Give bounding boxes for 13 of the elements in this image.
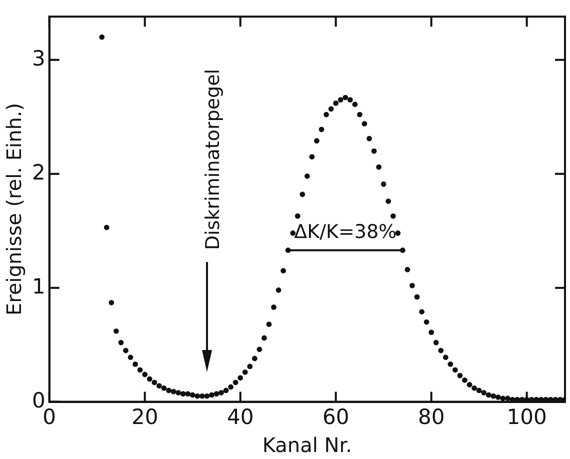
- x-tick-label: 60: [322, 404, 350, 429]
- annotation: Diskriminatorpegel: [202, 68, 224, 250]
- y-tick-label: 0: [32, 388, 46, 412]
- annotation: ΔK/K=38%: [294, 221, 397, 244]
- x-tick-label: 100: [506, 404, 547, 429]
- x-tick-label: 40: [226, 404, 254, 429]
- y-axis-title: Ereignisse (rel. Einh.): [2, 102, 26, 316]
- y-tick-label: 1: [32, 274, 46, 298]
- y-tick-label: 2: [32, 160, 46, 184]
- x-tick-label: 80: [418, 404, 445, 429]
- y-tick-label: 3: [32, 46, 46, 70]
- x-tick-label: 20: [131, 404, 158, 429]
- x-axis-title: Kanal Nr.: [262, 433, 352, 458]
